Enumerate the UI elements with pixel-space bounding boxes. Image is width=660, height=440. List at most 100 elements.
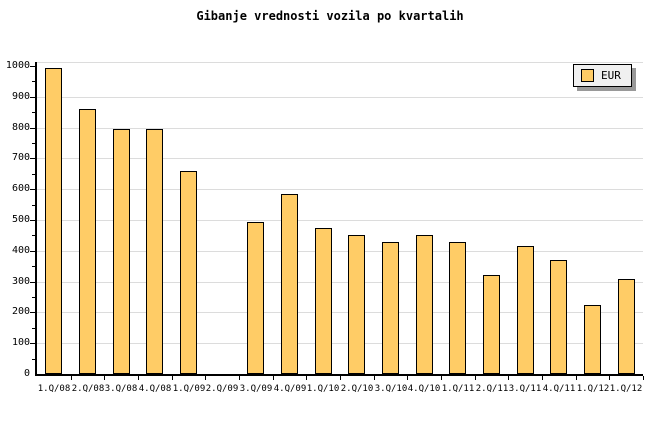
y-axis-major-tick-600: [30, 189, 35, 190]
x-axis-label-0: 1.Q/08: [37, 384, 71, 394]
bar-1q12-17: [618, 279, 635, 374]
x-axis-tick-14: [508, 376, 509, 380]
gridline-600: [37, 189, 643, 190]
y-axis-minor-tick-150: [32, 328, 35, 329]
x-axis-tick-9: [340, 376, 341, 380]
x-axis-label-2: 3.Q/08: [104, 384, 138, 394]
x-axis-label-11: 4.Q/10: [407, 384, 441, 394]
x-axis-tick-5: [205, 376, 206, 380]
y-axis-tick-label-800: 800: [11, 122, 30, 133]
y-axis-tick-label-700: 700: [11, 152, 30, 163]
gridline-200: [37, 312, 643, 313]
bar-3q11-14: [517, 246, 534, 374]
y-axis-major-tick-800: [30, 128, 35, 129]
bar-1q12-16: [584, 305, 601, 374]
y-axis-major-tick-500: [30, 220, 35, 221]
x-axis-label-12: 1.Q/11: [441, 384, 475, 394]
bar-1q08-0: [45, 68, 62, 374]
gridline-800: [37, 128, 643, 129]
x-axis-label-15: 4.Q/11: [542, 384, 576, 394]
y-axis-major-tick-100: [30, 343, 35, 344]
x-axis-label-5: 2.Q/09: [205, 384, 239, 394]
x-axis-tick-17: [609, 376, 610, 380]
x-axis-label-8: 1.Q/10: [306, 384, 340, 394]
y-axis-tick-label-100: 100: [11, 337, 30, 348]
y-axis-minor-tick-250: [32, 297, 35, 298]
x-axis-label-14: 3.Q/11: [508, 384, 542, 394]
y-axis-minor-tick-450: [32, 235, 35, 236]
bar-4q09-7: [281, 194, 298, 374]
gridline-900: [37, 97, 643, 98]
legend-swatch-eur: [581, 69, 594, 82]
x-axis-label-1: 2.Q/08: [71, 384, 105, 394]
x-axis-tick-3: [138, 376, 139, 380]
y-axis-minor-tick-350: [32, 266, 35, 267]
x-axis-tick-10: [374, 376, 375, 380]
x-axis-tick-13: [475, 376, 476, 380]
y-axis-tick-label-0: 0: [23, 368, 30, 379]
y-axis-minor-tick-650: [32, 174, 35, 175]
x-axis-tick-7: [273, 376, 274, 380]
y-axis-major-tick-700: [30, 158, 35, 159]
x-axis-tick-2: [104, 376, 105, 380]
bar-4q11-15: [550, 260, 567, 374]
bar-1q11-12: [449, 242, 466, 374]
y-axis-minor-tick-950: [32, 81, 35, 82]
legend-box: EUR: [573, 64, 632, 87]
x-axis-tick-15: [542, 376, 543, 380]
y-axis-minor-tick-50: [32, 359, 35, 360]
x-axis-tick-4: [172, 376, 173, 380]
y-axis-line: [35, 62, 37, 376]
y-axis-tick-label-900: 900: [11, 91, 30, 102]
bar-2q10-9: [348, 235, 365, 374]
x-axis-tick-8: [306, 376, 307, 380]
x-axis-tick-18: [643, 376, 644, 380]
bar-1q09-4: [180, 171, 197, 374]
bar-2q11-13: [483, 275, 500, 374]
x-axis-label-17: 1.Q/12: [609, 384, 643, 394]
x-axis-tick-16: [576, 376, 577, 380]
y-axis-tick-label-500: 500: [11, 214, 30, 225]
y-axis-minor-tick-750: [32, 143, 35, 144]
x-axis-tick-12: [441, 376, 442, 380]
bar-3q10-10: [382, 242, 399, 374]
bar-3q08-2: [113, 129, 130, 374]
legend-label: EUR: [601, 69, 621, 82]
x-axis-label-16: 1.Q/12: [576, 384, 610, 394]
y-axis-major-tick-900: [30, 97, 35, 98]
bar-1q10-8: [315, 228, 332, 374]
x-axis-line: [35, 374, 643, 376]
gridline-300: [37, 282, 643, 283]
chart-title: Gibanje vrednosti vozila po kvartalih: [196, 9, 464, 23]
gridline-100: [37, 343, 643, 344]
x-axis-tick-1: [71, 376, 72, 380]
y-axis-tick-label-1000: 1000: [5, 60, 30, 71]
x-axis-label-7: 4.Q/09: [273, 384, 307, 394]
bar-3q09-6: [247, 222, 264, 374]
x-axis-label-4: 1.Q/09: [172, 384, 206, 394]
gridline-700: [37, 158, 643, 159]
y-axis-minor-tick-850: [32, 112, 35, 113]
x-axis-label-9: 2.Q/10: [340, 384, 374, 394]
plot-top-frame: [37, 62, 643, 63]
y-axis-minor-tick-550: [32, 205, 35, 206]
y-axis-major-tick-300: [30, 282, 35, 283]
y-axis-major-tick-200: [30, 312, 35, 313]
x-axis-tick-6: [239, 376, 240, 380]
bar-4q10-11: [416, 235, 433, 374]
y-axis-tick-label-600: 600: [11, 183, 30, 194]
x-axis-label-3: 4.Q/08: [138, 384, 172, 394]
bar-4q08-3: [146, 129, 163, 374]
x-axis-tick-11: [407, 376, 408, 380]
x-axis-label-10: 3.Q/10: [374, 384, 408, 394]
gridline-400: [37, 251, 643, 252]
y-axis-major-tick-1000: [30, 66, 35, 67]
y-axis-major-tick-400: [30, 251, 35, 252]
bar-2q08-1: [79, 109, 96, 374]
x-axis-label-6: 3.Q/09: [239, 384, 273, 394]
y-axis-tick-label-300: 300: [11, 276, 30, 287]
x-axis-label-13: 2.Q/11: [475, 384, 509, 394]
gridline-500: [37, 220, 643, 221]
y-axis-tick-label-200: 200: [11, 306, 30, 317]
